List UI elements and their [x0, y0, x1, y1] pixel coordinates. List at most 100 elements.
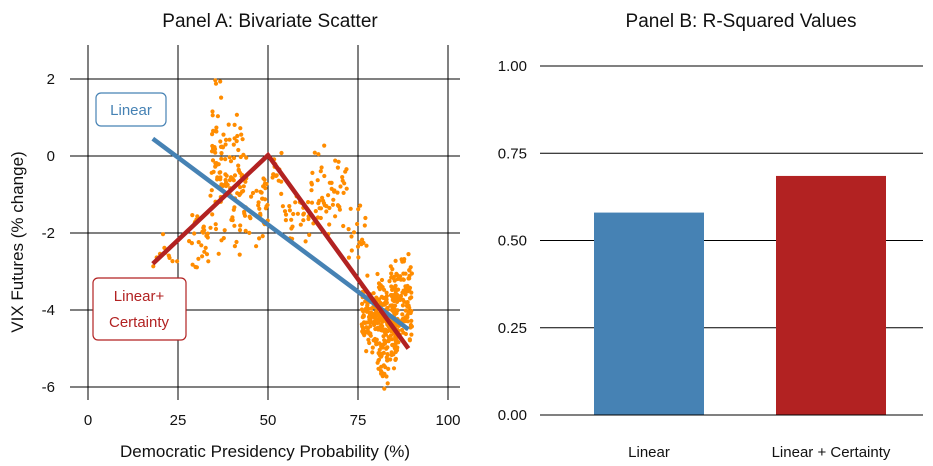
- panel-a-y-axis-label: VIX Futures (% change): [8, 151, 27, 332]
- scatter-point: [409, 324, 414, 329]
- fit-line-linear-certainty: [151, 151, 411, 350]
- scatter-point: [216, 251, 221, 256]
- x-tick-label: Linear + Certainty: [772, 444, 891, 461]
- scatter-point: [358, 203, 363, 208]
- scatter-point: [344, 167, 349, 172]
- panel-b-ticks: 1.00 0.75 0.50 0.25 0.00 Linear Linear + Certa…: [498, 58, 891, 461]
- scatter-point: [360, 237, 365, 242]
- scatter-point: [333, 214, 338, 219]
- scatter-point: [219, 156, 224, 161]
- scatter-point: [307, 232, 312, 237]
- scatter-point: [189, 241, 194, 246]
- panel-a-title: Panel A: Bivariate Scatter: [162, 11, 378, 32]
- scatter-point: [393, 303, 398, 308]
- scatter-point: [363, 329, 368, 334]
- scatter-point: [381, 295, 386, 300]
- scatter-point: [401, 271, 406, 276]
- scatter-point: [348, 206, 353, 211]
- scatter-point: [379, 323, 384, 328]
- scatter-point: [389, 271, 394, 276]
- scatter-point: [338, 184, 343, 189]
- scatter-point: [313, 209, 318, 214]
- scatter-point: [382, 386, 387, 391]
- scatter-point: [244, 155, 249, 160]
- scatter-point: [264, 204, 269, 209]
- scatter-point: [342, 181, 347, 186]
- scatter-point: [398, 293, 403, 299]
- scatter-point: [199, 243, 204, 248]
- scatter-point: [377, 347, 382, 352]
- scatter-point: [391, 274, 396, 279]
- scatter-point: [356, 255, 361, 260]
- scatter-point: [370, 345, 375, 350]
- scatter-point: [200, 229, 205, 234]
- scatter-point: [337, 207, 342, 212]
- scatter-point: [401, 277, 406, 282]
- y-tick-label: 1.00: [498, 58, 527, 75]
- scatter-point: [175, 259, 180, 264]
- scatter-point: [170, 259, 175, 264]
- scatter-point: [330, 202, 335, 207]
- x-tick-label: 0: [84, 412, 92, 429]
- annotation-linear-certainty: Linear+ Certainty: [92, 277, 187, 341]
- panel-b: Panel B: R-Squared Values 1.00 0.75 0.50 0.…: [498, 11, 923, 461]
- scatter-point: [318, 206, 324, 211]
- scatter-point: [238, 185, 243, 190]
- scatter-point: [375, 320, 380, 326]
- scatter-point: [240, 137, 245, 142]
- scatter-point: [232, 136, 237, 141]
- scatter-point: [394, 295, 399, 300]
- y-tick-label: -2: [42, 225, 55, 242]
- x-tick-label: 100: [435, 412, 460, 429]
- scatter-point: [224, 180, 229, 185]
- panel-a-points: [151, 78, 414, 391]
- scatter-point: [363, 215, 368, 221]
- scatter-point: [324, 204, 329, 209]
- scatter-point: [310, 170, 315, 175]
- scatter-point: [384, 374, 389, 379]
- y-tick-label: 2: [47, 71, 55, 88]
- scatter-point: [254, 188, 259, 193]
- scatter-point: [400, 303, 405, 308]
- scatter-point: [214, 125, 219, 130]
- scatter-point: [409, 271, 414, 276]
- scatter-point: [205, 235, 210, 240]
- scatter-point: [407, 268, 412, 273]
- scatter-point: [257, 206, 262, 211]
- scatter-point: [279, 191, 284, 196]
- scatter-point: [290, 224, 295, 229]
- scatter-point: [238, 223, 243, 228]
- y-tick-label: 0.00: [498, 407, 527, 424]
- scatter-point: [221, 236, 226, 241]
- scatter-point: [406, 252, 411, 257]
- scatter-point: [190, 262, 195, 267]
- scatter-point: [336, 203, 341, 208]
- scatter-point: [361, 240, 366, 245]
- scatter-point: [402, 257, 407, 262]
- scatter-point: [384, 293, 389, 299]
- scatter-point: [370, 350, 375, 355]
- scatter-point: [219, 144, 225, 149]
- scatter-point: [315, 178, 320, 183]
- scatter-point: [318, 169, 323, 174]
- scatter-point: [365, 326, 370, 331]
- scatter-point: [238, 126, 243, 131]
- scatter-point: [248, 216, 253, 221]
- scatter-point: [241, 152, 246, 157]
- scatter-point: [232, 122, 237, 127]
- scatter-point: [400, 290, 405, 295]
- scatter-point: [223, 142, 228, 147]
- scatter-point: [167, 255, 172, 260]
- scatter-point: [341, 223, 346, 229]
- scatter-point: [405, 300, 410, 305]
- scatter-point: [218, 170, 223, 175]
- scatter-point: [293, 200, 298, 205]
- scatter-point: [400, 312, 405, 317]
- scatter-point: [327, 222, 332, 227]
- scatter-point: [405, 312, 410, 318]
- scatter-point: [386, 335, 391, 340]
- scatter-point: [190, 213, 195, 218]
- scatter-point: [385, 381, 390, 386]
- scatter-point: [389, 337, 395, 342]
- scatter-point: [210, 113, 215, 118]
